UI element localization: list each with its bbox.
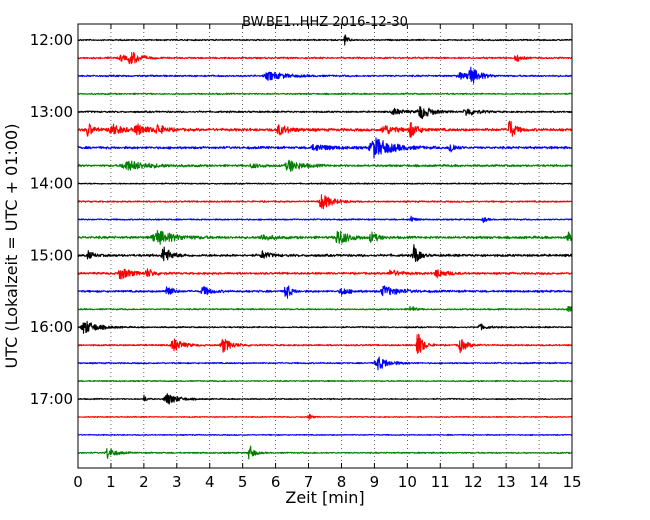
x-tick-label: 12 bbox=[464, 473, 483, 491]
trace-1315 bbox=[77, 120, 573, 138]
x-tick-label: 10 bbox=[398, 473, 417, 491]
x-tick-label: 7 bbox=[304, 473, 314, 491]
seismogram-traces bbox=[77, 34, 573, 460]
y-axis-label: UTC (Lokalzeit = UTC + 01:00) bbox=[2, 124, 21, 369]
x-tick-label: 0 bbox=[73, 473, 83, 491]
y-tick-label: 14:00 bbox=[30, 175, 73, 193]
y-tick-label: 12:00 bbox=[30, 31, 73, 49]
y-tick-label: 13:00 bbox=[30, 103, 73, 121]
trace-1630 bbox=[77, 356, 573, 371]
trace-1215 bbox=[77, 51, 573, 65]
x-axis-label: Zeit [min] bbox=[285, 488, 364, 507]
x-tick-label: 11 bbox=[431, 473, 450, 491]
x-tick-label: 2 bbox=[139, 473, 149, 491]
plot-frame bbox=[77, 23, 573, 469]
x-tick-label: 4 bbox=[205, 473, 215, 491]
x-axis: 0 1 2 3 4 5 6 7 8 9 10 11 12 13 14 15 bbox=[73, 24, 582, 491]
trace-1615 bbox=[77, 333, 573, 354]
y-tick-label: 16:00 bbox=[30, 318, 73, 336]
trace-1430 bbox=[77, 215, 573, 223]
chart-title: BW.BE1..HHZ 2016-12-30 bbox=[242, 15, 408, 30]
trace-1700 bbox=[77, 393, 573, 405]
trace-1545 bbox=[77, 305, 573, 313]
y-tick-label: 15:00 bbox=[30, 246, 73, 264]
trace-1715 bbox=[77, 413, 573, 420]
trace-1415 bbox=[77, 194, 573, 210]
trace-1300 bbox=[77, 106, 573, 120]
trace-1730 bbox=[77, 433, 573, 437]
trace-1400 bbox=[77, 182, 573, 185]
y-tick-label: 17:00 bbox=[30, 390, 73, 408]
trace-1745 bbox=[77, 445, 573, 460]
x-tick-label: 15 bbox=[562, 473, 581, 491]
trace-1200 bbox=[77, 34, 573, 46]
x-tick-label: 8 bbox=[337, 473, 347, 491]
trace-1500 bbox=[77, 244, 573, 262]
x-tick-label: 9 bbox=[370, 473, 380, 491]
x-tick-label: 3 bbox=[172, 473, 182, 491]
grid-lines bbox=[110, 24, 540, 468]
trace-1600 bbox=[77, 320, 573, 334]
trace-1645 bbox=[77, 379, 573, 383]
y-axis: 12:00 13:00 14:00 15:00 16:00 17:00 bbox=[30, 31, 572, 408]
trace-1230 bbox=[77, 66, 573, 84]
trace-1330 bbox=[77, 137, 573, 159]
x-tick-label: 6 bbox=[271, 473, 281, 491]
x-tick-label: 14 bbox=[530, 473, 549, 491]
x-tick-label: 1 bbox=[106, 473, 116, 491]
trace-1345 bbox=[77, 159, 573, 172]
trace-1245 bbox=[77, 92, 573, 96]
x-tick-label: 5 bbox=[238, 473, 248, 491]
trace-1530 bbox=[77, 285, 573, 299]
x-tick-label: 13 bbox=[497, 473, 516, 491]
trace-1445 bbox=[77, 229, 573, 245]
trace-1515 bbox=[77, 268, 573, 280]
